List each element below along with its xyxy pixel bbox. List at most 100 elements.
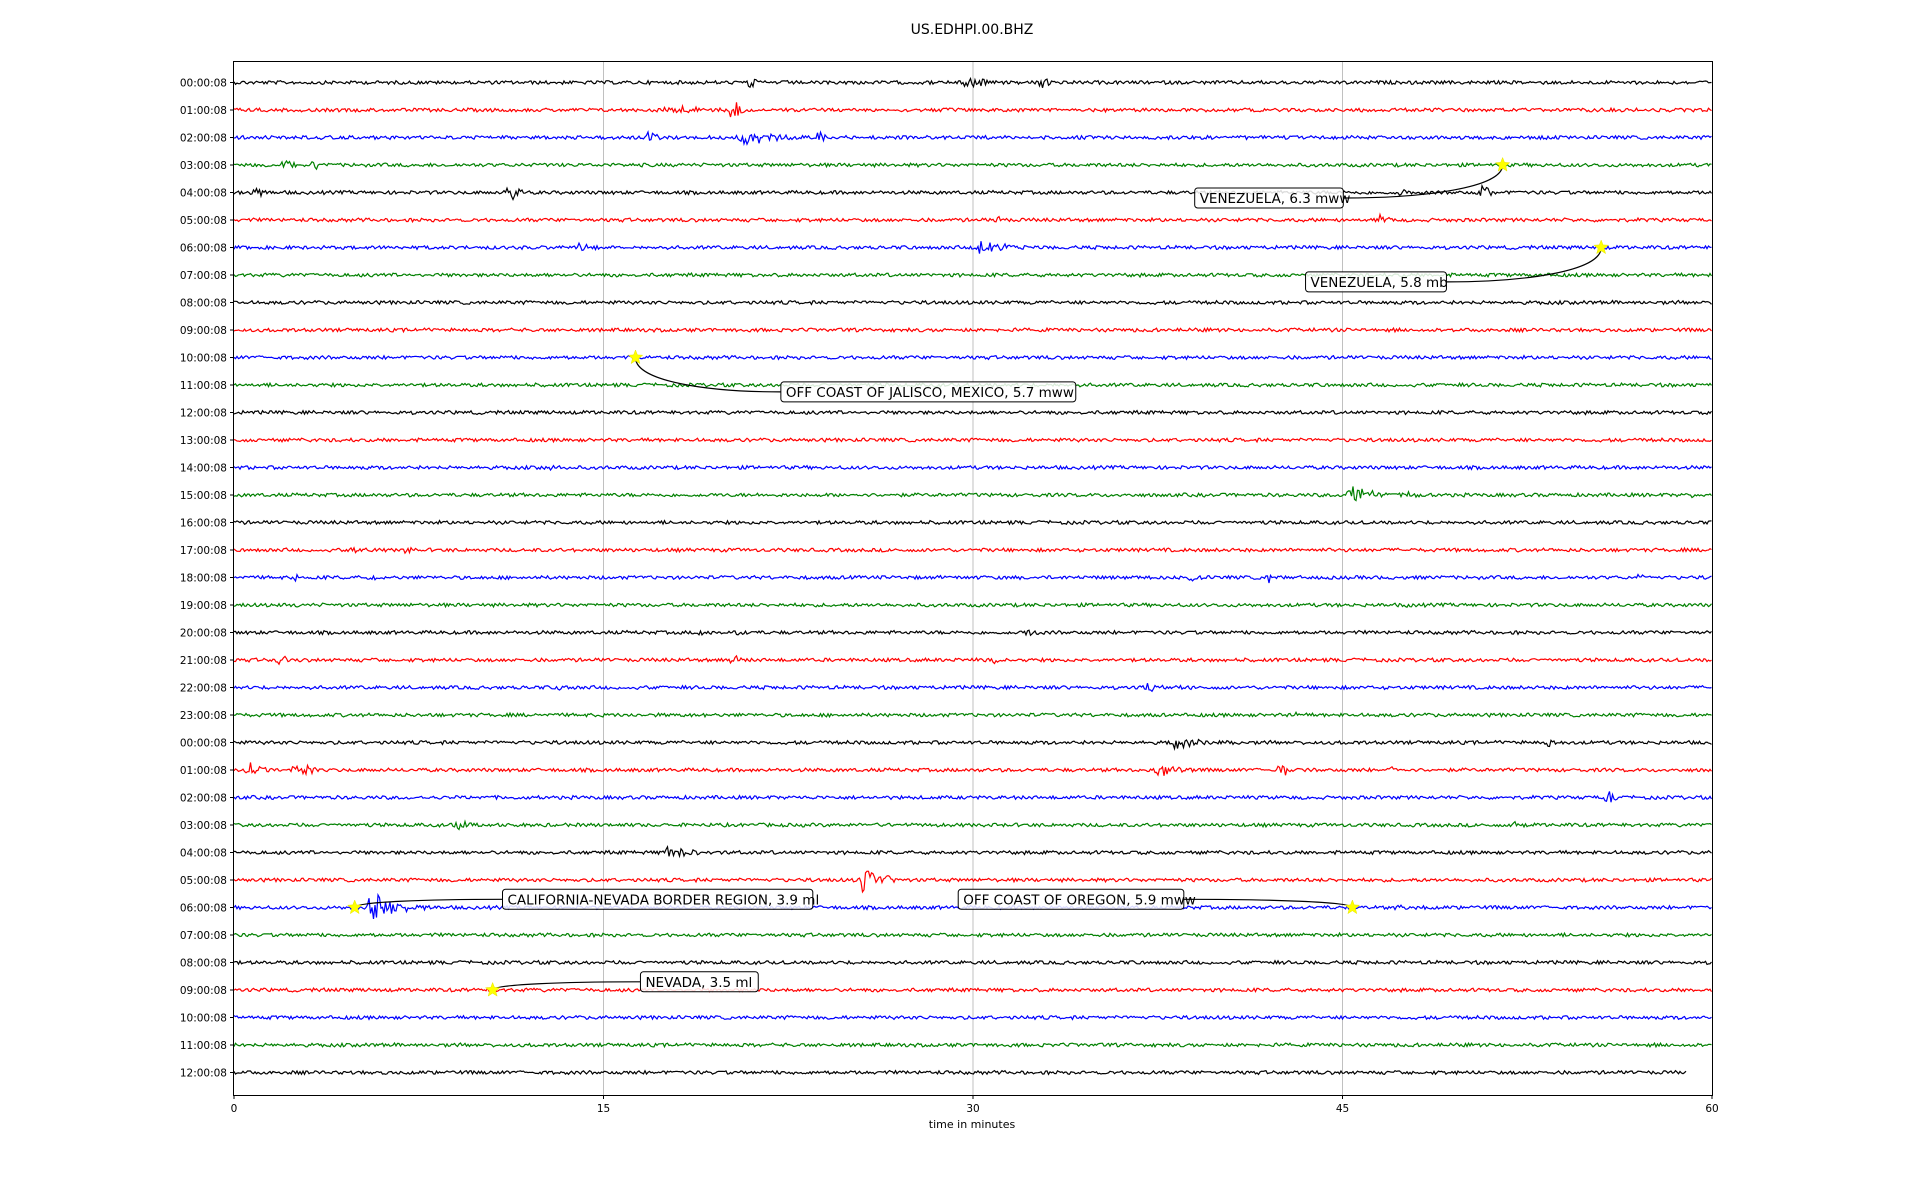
seismic-trace bbox=[233, 762, 1712, 777]
y-tick-label: 11:00:08 bbox=[180, 1040, 227, 1052]
x-tick-label: 0 bbox=[231, 1103, 238, 1115]
event-label: VENEZUELA, 6.3 mww bbox=[1200, 191, 1351, 207]
seismic-trace bbox=[233, 683, 1712, 693]
y-tick-label: 14:00:08 bbox=[180, 463, 227, 475]
y-tick-label: 01:00:08 bbox=[180, 765, 227, 777]
event-star bbox=[1494, 156, 1511, 172]
event-annotation: OFF COAST OF OREGON, 5.9 mww bbox=[957, 888, 1361, 915]
y-tick-label: 19:00:08 bbox=[180, 600, 227, 612]
event-annotation: OFF COAST OF JALISCO, MEXICO, 5.7 mww bbox=[627, 349, 1077, 403]
event-annotation: CALIFORNIA-NEVADA BORDER REGION, 3.9 ml bbox=[346, 888, 819, 915]
seismic-trace bbox=[233, 573, 1712, 584]
seismic-trace bbox=[233, 844, 1712, 859]
seismic-trace bbox=[233, 519, 1712, 526]
event-label: NEVADA, 3.5 ml bbox=[645, 975, 752, 991]
y-tick-label: 23:00:08 bbox=[180, 710, 227, 722]
seismic-trace bbox=[233, 710, 1712, 719]
y-tick-label: 04:00:08 bbox=[180, 848, 227, 860]
seismic-trace bbox=[233, 241, 1712, 254]
seismic-trace bbox=[233, 986, 1713, 994]
seismic-trace bbox=[233, 129, 1712, 147]
y-tick-label: 12:00:08 bbox=[180, 408, 227, 420]
seismic-trace bbox=[233, 326, 1712, 334]
seismic-trace bbox=[233, 271, 1713, 279]
event-label: OFF COAST OF JALISCO, MEXICO, 5.7 mww bbox=[786, 385, 1074, 401]
seismic-trace bbox=[233, 931, 1712, 939]
seismic-trace bbox=[233, 76, 1712, 89]
y-tick-label: 00:00:08 bbox=[180, 78, 227, 90]
event-star bbox=[627, 349, 644, 365]
plot-frame bbox=[233, 61, 1713, 1096]
y-tick-label: 03:00:08 bbox=[180, 820, 227, 832]
event-connector bbox=[634, 357, 781, 393]
x-axis: 0 15 30 45 60 bbox=[231, 1095, 1719, 1115]
chart-title: US.EDHPI.00.BHZ bbox=[911, 22, 1034, 38]
y-tick-label: 16:00:08 bbox=[180, 518, 227, 530]
x-tick-label: 60 bbox=[1705, 1103, 1718, 1115]
y-tick-label: 03:00:08 bbox=[180, 160, 227, 172]
event-connector bbox=[1343, 164, 1504, 199]
seismic-trace bbox=[233, 959, 1712, 966]
seismic-trace bbox=[233, 1014, 1712, 1021]
y-tick-label: 10:00:08 bbox=[180, 353, 227, 365]
y-tick-labels: 00:00:08 01:00:08 02:00:08 03:00:08 04:00:08… bbox=[180, 78, 234, 1080]
seismic-trace bbox=[233, 212, 1712, 224]
seismic-trace bbox=[233, 486, 1712, 502]
y-tick-label: 06:00:08 bbox=[180, 903, 227, 915]
seismic-trace bbox=[233, 1069, 1687, 1076]
seismic-trace bbox=[233, 354, 1712, 361]
event-label-box bbox=[639, 971, 759, 993]
y-tick-label: 02:00:08 bbox=[180, 133, 227, 145]
event-annotation: NEVADA, 3.5 ml bbox=[484, 971, 759, 997]
event-star bbox=[346, 899, 363, 915]
y-tick-label: 02:00:08 bbox=[180, 793, 227, 805]
event-label-box bbox=[1194, 187, 1344, 209]
event-label: VENEZUELA, 5.8 mb bbox=[1311, 275, 1448, 291]
seismic-trace bbox=[233, 601, 1712, 609]
event-connector bbox=[1446, 247, 1602, 283]
event-annotation: VENEZUELA, 6.3 mww bbox=[1194, 156, 1511, 209]
trace-layer bbox=[233, 76, 1713, 1076]
y-tick-label: 01:00:08 bbox=[180, 105, 227, 117]
y-tick-label: 13:00:08 bbox=[180, 435, 227, 447]
seismic-trace bbox=[233, 791, 1713, 803]
seismic-trace bbox=[233, 102, 1712, 118]
y-tick-label: 18:00:08 bbox=[180, 573, 227, 585]
y-tick-label: 09:00:08 bbox=[180, 985, 227, 997]
y-tick-label: 11:00:08 bbox=[180, 380, 227, 392]
y-tick-label: 07:00:08 bbox=[180, 270, 227, 282]
y-tick-label: 12:00:08 bbox=[180, 1068, 227, 1080]
y-tick-label: 10:00:08 bbox=[180, 1013, 227, 1025]
y-tick-label: 22:00:08 bbox=[180, 683, 227, 695]
event-star bbox=[484, 981, 501, 997]
y-tick-label: 09:00:08 bbox=[180, 325, 227, 337]
seismic-trace bbox=[233, 738, 1712, 751]
y-tick-label: 17:00:08 bbox=[180, 545, 227, 557]
seismic-trace bbox=[233, 546, 1712, 555]
seismic-trace bbox=[233, 629, 1712, 637]
seismic-trace bbox=[233, 159, 1712, 171]
seismic-trace bbox=[233, 1041, 1712, 1049]
event-annotations: VENEZUELA, 6.3 mww VENEZUELA, 5.8 mb OFF C… bbox=[346, 156, 1609, 997]
event-label-box bbox=[957, 888, 1185, 910]
seismic-trace bbox=[233, 654, 1712, 666]
x-tick-label: 15 bbox=[597, 1103, 610, 1115]
x-tick-label: 30 bbox=[966, 1103, 979, 1115]
event-star bbox=[1593, 239, 1609, 255]
event-label-box bbox=[502, 888, 814, 910]
y-tick-label: 04:00:08 bbox=[180, 188, 227, 200]
y-tick-label: 06:00:08 bbox=[180, 243, 227, 255]
y-tick-label: 05:00:08 bbox=[180, 215, 227, 227]
event-label-box bbox=[780, 381, 1077, 403]
y-tick-label: 08:00:08 bbox=[180, 298, 227, 310]
event-label: OFF COAST OF OREGON, 5.9 mww bbox=[963, 892, 1196, 908]
seismic-trace bbox=[233, 870, 1712, 894]
seismic-trace bbox=[233, 409, 1712, 416]
seismic-trace bbox=[233, 183, 1712, 202]
y-tick-label: 08:00:08 bbox=[180, 958, 227, 970]
y-tick-label: 00:00:08 bbox=[180, 738, 227, 750]
seismic-trace bbox=[233, 819, 1712, 831]
y-tick-label: 05:00:08 bbox=[180, 875, 227, 887]
y-tick-label: 21:00:08 bbox=[180, 655, 227, 667]
